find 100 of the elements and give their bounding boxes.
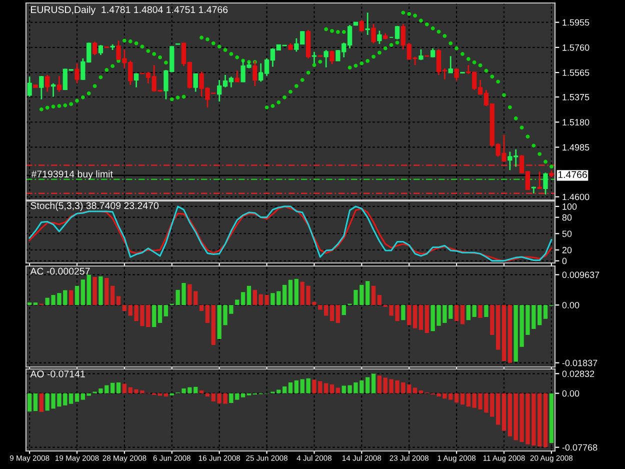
bar — [205, 393, 210, 397]
chart-title: Stoch(5,3,3) 38.7409 23.2470 — [30, 202, 158, 211]
y-tick-label: 1.5565 — [562, 69, 590, 76]
bar — [460, 305, 465, 324]
bar — [235, 300, 240, 306]
candlestick — [92, 40, 98, 56]
y-tick-label: 0.02832 — [562, 370, 594, 377]
bar — [490, 305, 494, 335]
bar — [496, 305, 500, 350]
candlestick — [330, 50, 334, 65]
bar — [211, 393, 216, 402]
bar — [86, 274, 91, 306]
bar — [116, 382, 121, 394]
bar — [98, 276, 103, 306]
bar — [366, 281, 370, 306]
y-tick-label: 0 — [562, 258, 567, 264]
bar — [484, 305, 488, 317]
chart-title: AO -0.07141 — [30, 370, 85, 378]
candlestick — [324, 49, 328, 68]
annotation: #7193914 buy limit — [31, 170, 113, 180]
bar — [164, 305, 168, 316]
bar — [502, 305, 506, 362]
candlestick — [454, 68, 459, 82]
bar — [80, 280, 86, 306]
bar — [33, 302, 38, 306]
bar — [401, 305, 406, 320]
y-tick-label: 1.4600 — [562, 194, 590, 200]
bar — [27, 302, 32, 306]
bar — [205, 305, 210, 323]
bar — [282, 284, 287, 306]
bar — [27, 393, 32, 412]
bar — [86, 393, 91, 396]
bar — [454, 305, 459, 322]
bar — [92, 277, 97, 306]
bar — [330, 384, 334, 394]
bar — [502, 393, 506, 431]
candlestick — [234, 70, 240, 82]
candlestick — [74, 62, 80, 84]
bar — [288, 382, 293, 394]
y-tick-label: 1.5760 — [562, 44, 590, 51]
y-tick-label: 0.00 — [562, 302, 580, 308]
bar — [252, 290, 257, 306]
bar — [543, 393, 548, 448]
bar — [74, 286, 80, 306]
candlestick — [27, 76, 32, 98]
candlestick — [371, 23, 376, 44]
bar — [74, 393, 80, 402]
candlestick — [39, 75, 44, 100]
bar — [158, 393, 162, 396]
bar — [466, 305, 470, 320]
y-tick-label: 1.5955 — [562, 19, 590, 26]
ref-line-label: 1.4766 — [558, 171, 587, 178]
bar — [508, 393, 512, 436]
candlestick — [193, 73, 198, 92]
candlestick — [394, 25, 400, 40]
bar — [407, 305, 412, 326]
bar — [538, 393, 542, 446]
bar — [418, 305, 424, 330]
bar — [104, 278, 109, 306]
candlestick — [365, 12, 370, 36]
bar — [164, 393, 168, 397]
bar — [294, 278, 299, 306]
bar — [472, 305, 476, 317]
bar — [110, 382, 115, 394]
y-tick-label: 0.009637 — [562, 272, 600, 278]
chart-title: AC -0.000257 — [30, 268, 90, 275]
bar — [454, 393, 459, 403]
bar — [116, 296, 121, 306]
bar — [377, 376, 382, 394]
bar — [508, 305, 512, 363]
candlestick — [359, 19, 364, 32]
candlestick — [448, 55, 453, 74]
bar — [460, 393, 465, 405]
y-tick-label: 1.5180 — [562, 119, 590, 126]
bar — [412, 305, 418, 328]
bar — [418, 390, 424, 394]
y-tick-label: 100 — [562, 203, 577, 210]
candlestick — [50, 82, 56, 98]
bar — [240, 292, 246, 306]
candlestick — [418, 48, 424, 61]
bar — [294, 380, 299, 394]
bar — [324, 305, 328, 316]
bar — [211, 305, 216, 345]
bar — [33, 393, 38, 412]
bar — [336, 305, 340, 323]
bar — [336, 388, 340, 394]
bar — [366, 377, 370, 394]
bar — [158, 305, 162, 323]
bar — [424, 305, 429, 334]
bar — [324, 383, 328, 394]
bar — [549, 393, 554, 443]
candlestick — [45, 74, 50, 92]
bar — [466, 393, 470, 407]
candlestick — [377, 30, 382, 45]
bar — [288, 280, 293, 306]
bar — [68, 290, 74, 306]
y-tick-label: -0.07768 — [562, 444, 598, 451]
bar — [199, 305, 204, 311]
bar — [80, 393, 86, 400]
candlestick — [543, 172, 548, 196]
